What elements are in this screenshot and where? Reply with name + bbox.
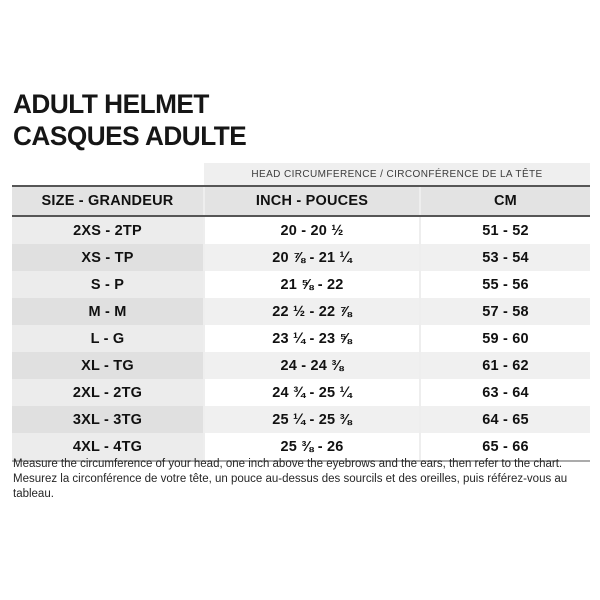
table-row: M - M 22 ½ - 22 ⅞ 57 - 58: [12, 298, 590, 325]
page-title-line1: ADULT HELMET: [13, 89, 209, 119]
table-row: XS - TP 20 ⅞ - 21 ¼ 53 - 54: [12, 244, 590, 271]
size-cell: XS - TP: [12, 244, 204, 271]
column-header-size: SIZE - GRANDEUR: [12, 185, 204, 217]
inch-cell: 22 ½ - 22 ⅞: [203, 298, 420, 325]
inch-cell: 20 - 20 ½: [203, 216, 420, 244]
size-table: HEAD CIRCUMFERENCE / CIRCONFÉRENCE DE LA…: [12, 163, 590, 462]
cm-cell: 65 - 66: [419, 433, 590, 462]
inch-cell: 24 - 24 ⅜: [203, 352, 420, 379]
size-cell: 3XL - 3TG: [12, 406, 204, 433]
size-cell: S - P: [12, 271, 204, 298]
measuring-instructions-en: Measure the circumference of your head, …: [13, 458, 563, 470]
column-header-cm: CM: [419, 185, 590, 217]
size-table-wrap: HEAD CIRCUMFERENCE / CIRCONFÉRENCE DE LA…: [12, 163, 590, 462]
table-row: S - P 21 ⅝ - 22 55 - 56: [12, 271, 590, 298]
table-row: 2XL - 2TG 24 ¾ - 25 ¼ 63 - 64: [12, 379, 590, 406]
column-header-inch: INCH - POUCES: [203, 185, 420, 217]
measuring-instructions: Measure the circumference of your head, …: [13, 457, 591, 502]
table-row: L - G 23 ¼ - 23 ⅝ 59 - 60: [12, 325, 590, 352]
cm-cell: 57 - 58: [419, 298, 590, 325]
cm-cell: 63 - 64: [419, 379, 590, 406]
table-row: 2XS - 2TP 20 - 20 ½ 51 - 52: [12, 216, 590, 244]
size-cell: 4XL - 4TG: [12, 433, 204, 462]
size-cell: XL - TG: [12, 352, 204, 379]
cm-cell: 64 - 65: [419, 406, 590, 433]
size-table-body: 2XS - 2TP 20 - 20 ½ 51 - 52 XS - TP 20 ⅞ - 2…: [12, 216, 590, 462]
measuring-instructions-fr: Mesurez la circonférence de votre tête, …: [13, 473, 568, 500]
inch-cell: 23 ¼ - 23 ⅝: [203, 325, 420, 352]
span-header-spacer: [12, 163, 204, 186]
page-title: ADULT HELMET CASQUES ADULTE: [13, 88, 247, 152]
inch-cell: 25 ¼ - 25 ⅜: [203, 406, 420, 433]
table-row: 3XL - 3TG 25 ¼ - 25 ⅜ 64 - 65: [12, 406, 590, 433]
inch-cell: 21 ⅝ - 22: [203, 271, 420, 298]
column-header-row: SIZE - GRANDEUR INCH - POUCES CM: [12, 185, 590, 217]
cm-cell: 61 - 62: [419, 352, 590, 379]
cm-cell: 51 - 52: [419, 216, 590, 244]
cm-cell: 53 - 54: [419, 244, 590, 271]
span-header-label: HEAD CIRCUMFERENCE / CIRCONFÉRENCE DE LA…: [204, 163, 590, 186]
inch-cell: 25 ⅜ - 26: [203, 433, 420, 462]
table-row: 4XL - 4TG 25 ⅜ - 26 65 - 66: [12, 433, 590, 462]
span-header-row: HEAD CIRCUMFERENCE / CIRCONFÉRENCE DE LA…: [12, 163, 590, 186]
size-cell: 2XS - 2TP: [12, 216, 204, 244]
cm-cell: 55 - 56: [419, 271, 590, 298]
size-cell: 2XL - 2TG: [12, 379, 204, 406]
inch-cell: 24 ¾ - 25 ¼: [203, 379, 420, 406]
cm-cell: 59 - 60: [419, 325, 590, 352]
page-title-line2: CASQUES ADULTE: [13, 121, 247, 151]
size-cell: L - G: [12, 325, 204, 352]
size-cell: M - M: [12, 298, 204, 325]
inch-cell: 20 ⅞ - 21 ¼: [203, 244, 420, 271]
table-row: XL - TG 24 - 24 ⅜ 61 - 62: [12, 352, 590, 379]
